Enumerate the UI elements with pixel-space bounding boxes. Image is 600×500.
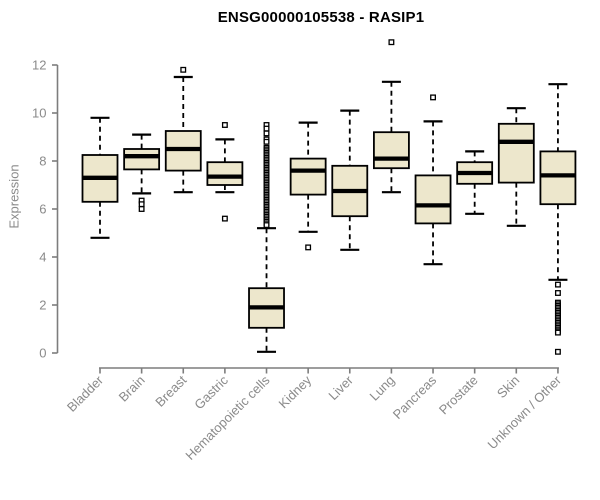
box-group-kidney bbox=[289, 121, 327, 251]
outlier-point bbox=[305, 244, 312, 251]
outlier-point bbox=[263, 125, 270, 132]
x-tick-label: Pancreas bbox=[390, 372, 440, 422]
x-tick-label: Bladder bbox=[64, 372, 107, 415]
x-tick-label: Brain bbox=[116, 373, 148, 405]
outlier-point bbox=[430, 94, 436, 101]
outlier-point bbox=[180, 66, 187, 73]
x-tick-label: Gastric bbox=[191, 372, 231, 412]
y-tick-label: 6 bbox=[39, 202, 46, 217]
y-tick-label: 12 bbox=[32, 58, 46, 73]
box-rect bbox=[123, 148, 161, 171]
box-group-brain bbox=[123, 133, 161, 212]
outlier-point bbox=[263, 130, 270, 137]
outlier-point bbox=[554, 290, 561, 296]
x-tick-label: Skin bbox=[494, 373, 522, 401]
outlier-point bbox=[138, 201, 145, 208]
box-rect bbox=[289, 157, 327, 196]
box-group-bladder bbox=[81, 116, 119, 239]
x-tick-label: Breast bbox=[152, 372, 189, 409]
box-group-gastric bbox=[206, 122, 244, 222]
outlier-point bbox=[138, 206, 145, 212]
chart-title: ENSG00000105538 - RASIP1 bbox=[217, 9, 425, 26]
outlier-point bbox=[263, 222, 270, 229]
x-tick-label: Kidney bbox=[276, 372, 315, 411]
outlier-point bbox=[221, 122, 228, 128]
outlier-point bbox=[554, 348, 561, 355]
box-group-hematopoietic-cells bbox=[248, 122, 285, 353]
outlier-point bbox=[388, 39, 395, 46]
outlier-point bbox=[221, 215, 228, 222]
box-group-pancreas bbox=[414, 94, 452, 266]
box-rect bbox=[373, 131, 410, 170]
outlier-point bbox=[554, 281, 561, 288]
y-tick-label: 4 bbox=[39, 250, 46, 265]
y-tick-label: 0 bbox=[39, 346, 46, 361]
box-rect bbox=[414, 174, 452, 225]
y-tick-label: 8 bbox=[39, 154, 46, 169]
x-tick-label: Lung bbox=[366, 373, 397, 404]
box-group-prostate bbox=[456, 150, 494, 215]
box-group-skin bbox=[497, 107, 535, 227]
y-tick-label: 2 bbox=[39, 298, 46, 313]
outlier-point bbox=[554, 329, 561, 336]
box-group-lung bbox=[373, 39, 410, 194]
box-rect bbox=[539, 150, 577, 206]
box-group-liver bbox=[331, 109, 369, 251]
x-tick-label: Liver bbox=[325, 372, 356, 403]
box-group-breast bbox=[164, 66, 202, 194]
outlier-point bbox=[263, 138, 270, 145]
box-rect bbox=[206, 161, 244, 186]
box-rect bbox=[497, 122, 535, 184]
box-group-unknown-other bbox=[539, 83, 577, 355]
y-tick-label: 10 bbox=[32, 106, 46, 121]
x-tick-label: Prostate bbox=[436, 373, 481, 418]
x-tick-label: Unknown / Other bbox=[484, 372, 564, 452]
